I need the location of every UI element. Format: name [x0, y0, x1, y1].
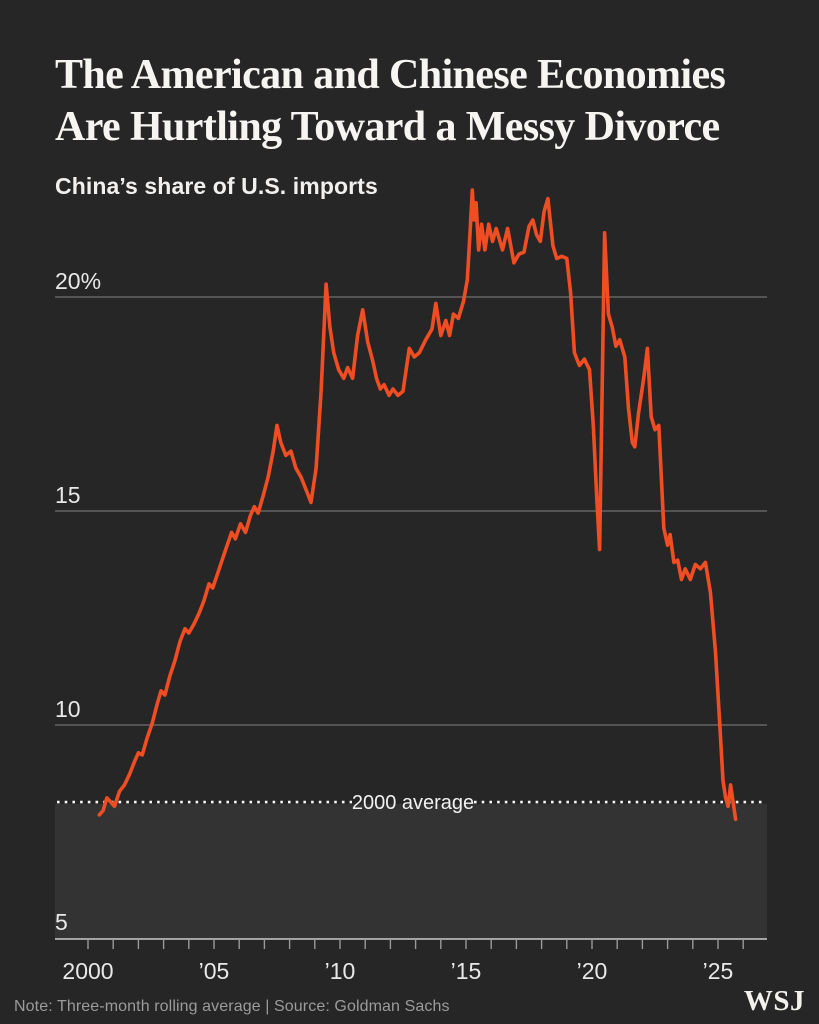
x-axis-label-2015: ’15 — [451, 958, 482, 984]
wsj-logo: WSJ — [743, 985, 805, 1017]
below-average-shaded-region — [55, 804, 767, 939]
chart-subtitle: China’s share of U.S. imports — [55, 173, 378, 200]
x-axis-label-2020: ’20 — [577, 958, 608, 984]
x-axis-label-2000: 2000 — [62, 958, 113, 984]
imports-share-line — [97, 188, 738, 821]
x-axis-label-2005: ’05 — [199, 958, 230, 984]
chart-header: The American and Chinese Economies Are Hu… — [55, 50, 785, 200]
reference-line-label: 2000 average — [352, 792, 474, 814]
source-note: Note: Three-month rolling average | Sour… — [14, 998, 450, 1015]
chart-footer: Note: Three-month rolling average | Sour… — [0, 987, 819, 1016]
x-axis-label-2025: ’25 — [703, 958, 734, 984]
title-line-2: Are Hurtling Toward a Messy Divorce — [55, 103, 720, 150]
y-axis-label-15: 15 — [55, 482, 81, 508]
x-axis-label-2010: ’10 — [325, 958, 356, 984]
y-axis-label-20: 20% — [55, 268, 101, 294]
y-axis-label-10: 10 — [55, 696, 81, 722]
page-title: The American and Chinese Economies Are Hu… — [55, 50, 785, 153]
y-axis-label-5: 5 — [55, 909, 68, 935]
title-line-1: The American and Chinese Economies — [55, 52, 726, 98]
